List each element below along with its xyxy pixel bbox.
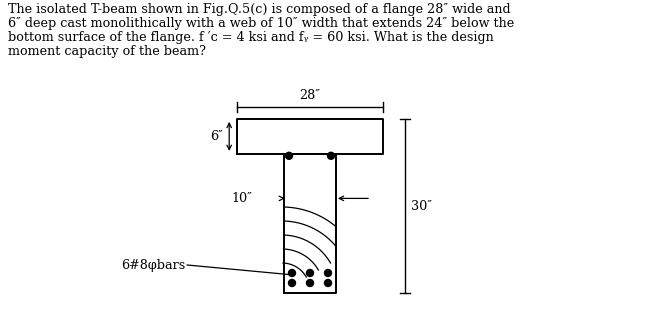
Circle shape	[307, 269, 313, 277]
Text: 28″: 28″	[299, 89, 321, 102]
Text: bottom surface of the flange. f ′ᴄ = 4 ksi and fᵧ = 60 ksi. What is the design: bottom surface of the flange. f ′ᴄ = 4 k…	[8, 31, 494, 44]
Circle shape	[289, 280, 295, 287]
Text: 10″: 10″	[231, 192, 252, 205]
Circle shape	[325, 280, 331, 287]
Text: 30″: 30″	[411, 200, 432, 213]
Circle shape	[285, 152, 293, 159]
Circle shape	[325, 269, 331, 277]
Text: moment capacity of the beam?: moment capacity of the beam?	[8, 45, 206, 58]
Text: The isolated T-beam shown in Fig.Q.5(c) is composed of a flange 28″ wide and: The isolated T-beam shown in Fig.Q.5(c) …	[8, 3, 511, 16]
Text: 6″: 6″	[210, 130, 223, 143]
Circle shape	[307, 280, 313, 287]
Circle shape	[289, 269, 295, 277]
Text: 6″ deep cast monolithically with a web of 10″ width that extends 24″ below the: 6″ deep cast monolithically with a web o…	[8, 17, 514, 30]
Text: 6#8φbars: 6#8φbars	[121, 258, 185, 271]
Circle shape	[327, 152, 335, 159]
